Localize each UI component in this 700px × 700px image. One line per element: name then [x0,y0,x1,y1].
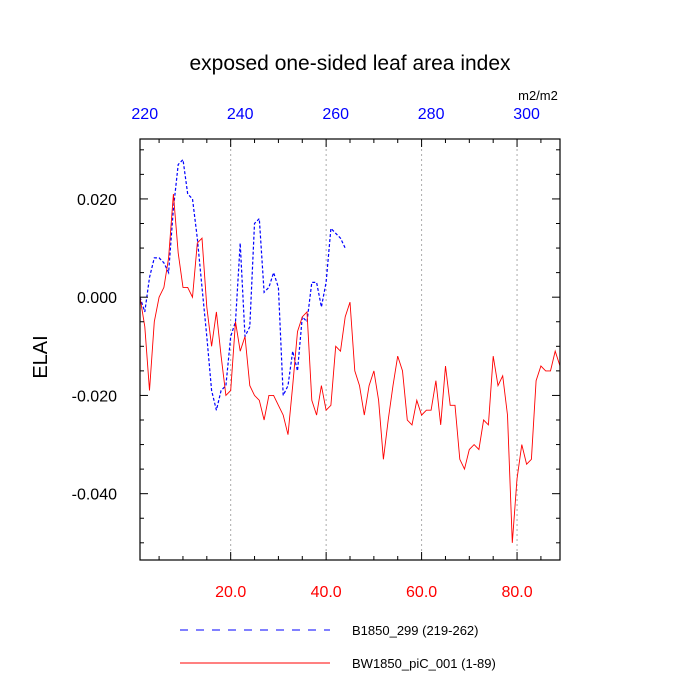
legend: B1850_299 (219-262) BW1850_piC_001 (1-89) [180,623,496,671]
bottom-tick-label: 40.0 [311,584,342,601]
y-tick-label: 0.000 [77,290,117,307]
bottom-tick-label: 60.0 [406,584,437,601]
legend-label-2: BW1850_piC_001 (1-89) [352,656,496,671]
series-line-1 [139,158,346,411]
top-tick-label: 280 [418,106,445,123]
bottom-tick-label: 20.0 [215,584,246,601]
plot-frame [139,138,561,561]
bottom-tick-label: 80.0 [501,584,532,601]
top-tick-label: 220 [131,106,158,123]
series-line-2 [139,193,561,543]
chart-title: exposed one-sided leaf area index [189,52,511,75]
legend-label-1: B1850_299 (219-262) [352,623,479,638]
y-tick-label: 0.020 [77,192,117,209]
top-tick-label: 300 [513,106,540,123]
top-tick-label: 260 [322,106,349,123]
top-tick-label: 240 [227,106,254,123]
units-label: m2/m2 [518,88,558,103]
plot-area: 20.0 40.0 60.0 80.0 220 240 260 280 300 0.020 0.00… [72,106,561,601]
y-tick-label: -0.020 [72,388,117,405]
y-axis-label: ELAI [30,335,52,378]
y-tick-label: -0.040 [72,487,117,504]
